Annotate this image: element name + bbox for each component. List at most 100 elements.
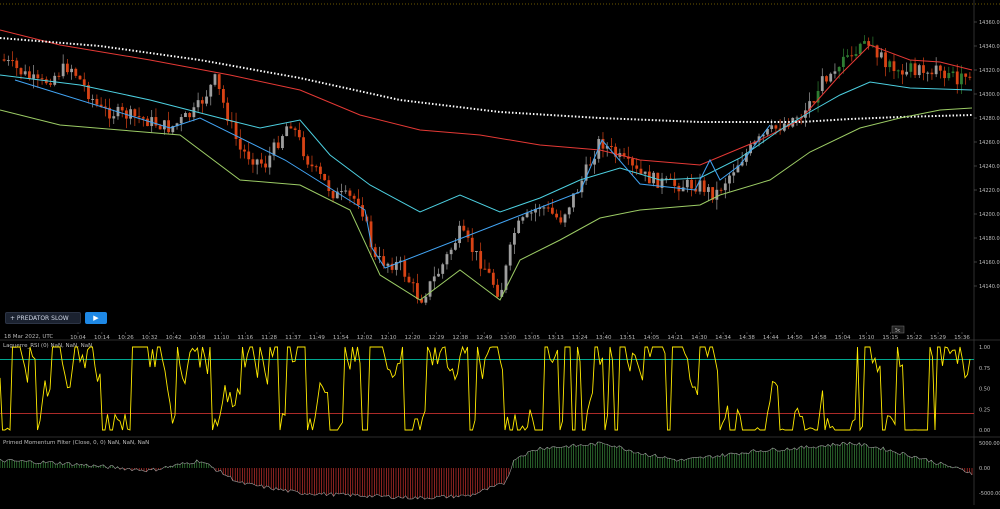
time-tick-label: 10:14	[94, 335, 110, 341]
candle	[234, 121, 238, 139]
candle	[65, 63, 69, 73]
candle	[850, 55, 854, 57]
candle	[348, 190, 352, 196]
candle	[496, 284, 499, 297]
candle	[825, 76, 828, 82]
rsi-axis: 1.00 0.75 0.50 0.25 0.00	[979, 345, 990, 434]
price-tick-label: 14320.00	[979, 68, 1000, 74]
candle	[837, 66, 841, 72]
candle	[378, 256, 381, 258]
candle	[49, 83, 52, 85]
candle	[453, 243, 457, 250]
candle	[841, 56, 845, 67]
time-tick-label: 15:29	[930, 335, 946, 341]
candle	[154, 117, 158, 126]
date-label: 18 Mar 2022, UTC	[4, 334, 53, 340]
time-tick-label: 11:28	[261, 335, 277, 341]
candle	[302, 137, 305, 157]
candle	[175, 123, 179, 127]
candle	[673, 179, 677, 186]
candle	[550, 207, 554, 214]
candle	[863, 41, 866, 44]
candle	[707, 187, 710, 192]
momentum-axis-label: 5000.00	[979, 441, 1000, 447]
time-tick-label: 11:16	[237, 335, 253, 341]
candle	[82, 79, 86, 86]
candle	[930, 72, 934, 75]
zigzag-line	[14, 79, 771, 269]
candle	[255, 159, 259, 165]
time-axis[interactable]: 10:04 10:14 10:26 10:32 10:42 10:58 11:10 11:16…	[70, 332, 970, 341]
candle	[209, 84, 213, 97]
candle	[770, 125, 774, 130]
candle	[955, 71, 959, 85]
candle	[403, 260, 407, 277]
price-axis[interactable]: 14360.00 14340.00 14320.00 14300.00 14280.00…	[974, 20, 1000, 290]
candle	[162, 120, 166, 130]
candle	[622, 153, 626, 157]
candle	[268, 155, 272, 168]
candle	[251, 159, 255, 165]
candle	[179, 117, 183, 124]
candle	[432, 276, 436, 282]
candle	[964, 73, 968, 77]
candle	[184, 113, 187, 118]
candle	[293, 128, 297, 130]
time-tick-label: 12:10	[381, 335, 397, 341]
candle	[11, 60, 14, 62]
candle	[416, 283, 419, 300]
candle	[192, 107, 196, 118]
predator-slow-button[interactable]: + PREDATOR SLOW	[5, 312, 81, 324]
rsi-axis-label: 0.00	[979, 428, 990, 434]
candle	[555, 213, 558, 218]
candle	[901, 70, 904, 75]
candle	[491, 272, 495, 285]
candle	[61, 63, 65, 77]
candle	[445, 254, 449, 265]
candle	[466, 230, 470, 238]
candle	[546, 207, 550, 209]
candle	[146, 118, 149, 127]
candle	[437, 273, 440, 277]
candle	[761, 134, 765, 137]
candle	[572, 193, 575, 208]
candle	[479, 251, 483, 269]
mid-band-line	[0, 74, 973, 213]
momentum-pane	[0, 441, 973, 500]
price-tick-label: 14220.00	[979, 188, 1000, 194]
candle	[538, 207, 542, 209]
candle	[732, 172, 736, 176]
time-tick-label: 15:36	[954, 335, 970, 341]
candle	[57, 75, 61, 77]
zoom-badge: 5c	[895, 328, 901, 334]
candle	[884, 52, 887, 68]
candle	[129, 109, 133, 119]
time-tick-label: 11:37	[285, 335, 301, 341]
candle	[610, 145, 613, 147]
candle	[660, 178, 664, 188]
time-tick-label: 14:30	[691, 335, 707, 341]
candle	[521, 217, 525, 221]
candle	[504, 265, 508, 290]
candle	[390, 263, 394, 270]
candle	[222, 89, 225, 103]
candle	[171, 126, 175, 133]
candle	[361, 205, 364, 217]
candle	[399, 260, 402, 262]
zoom-badge-box[interactable]	[891, 325, 905, 334]
price-tick-label: 14260.00	[979, 140, 1000, 146]
candle	[369, 221, 373, 248]
candle	[766, 129, 769, 135]
candle	[681, 187, 685, 192]
candle	[943, 70, 946, 79]
candle	[475, 251, 478, 253]
candle	[513, 232, 516, 245]
candle	[879, 52, 883, 58]
candle	[200, 100, 204, 104]
time-tick-label: 12:38	[452, 335, 468, 341]
play-button[interactable]: ▶	[85, 312, 107, 324]
price-tick-label: 14360.00	[979, 20, 1000, 26]
momentum-axis: 5000.00 0.00 -5000.00	[979, 441, 1000, 497]
